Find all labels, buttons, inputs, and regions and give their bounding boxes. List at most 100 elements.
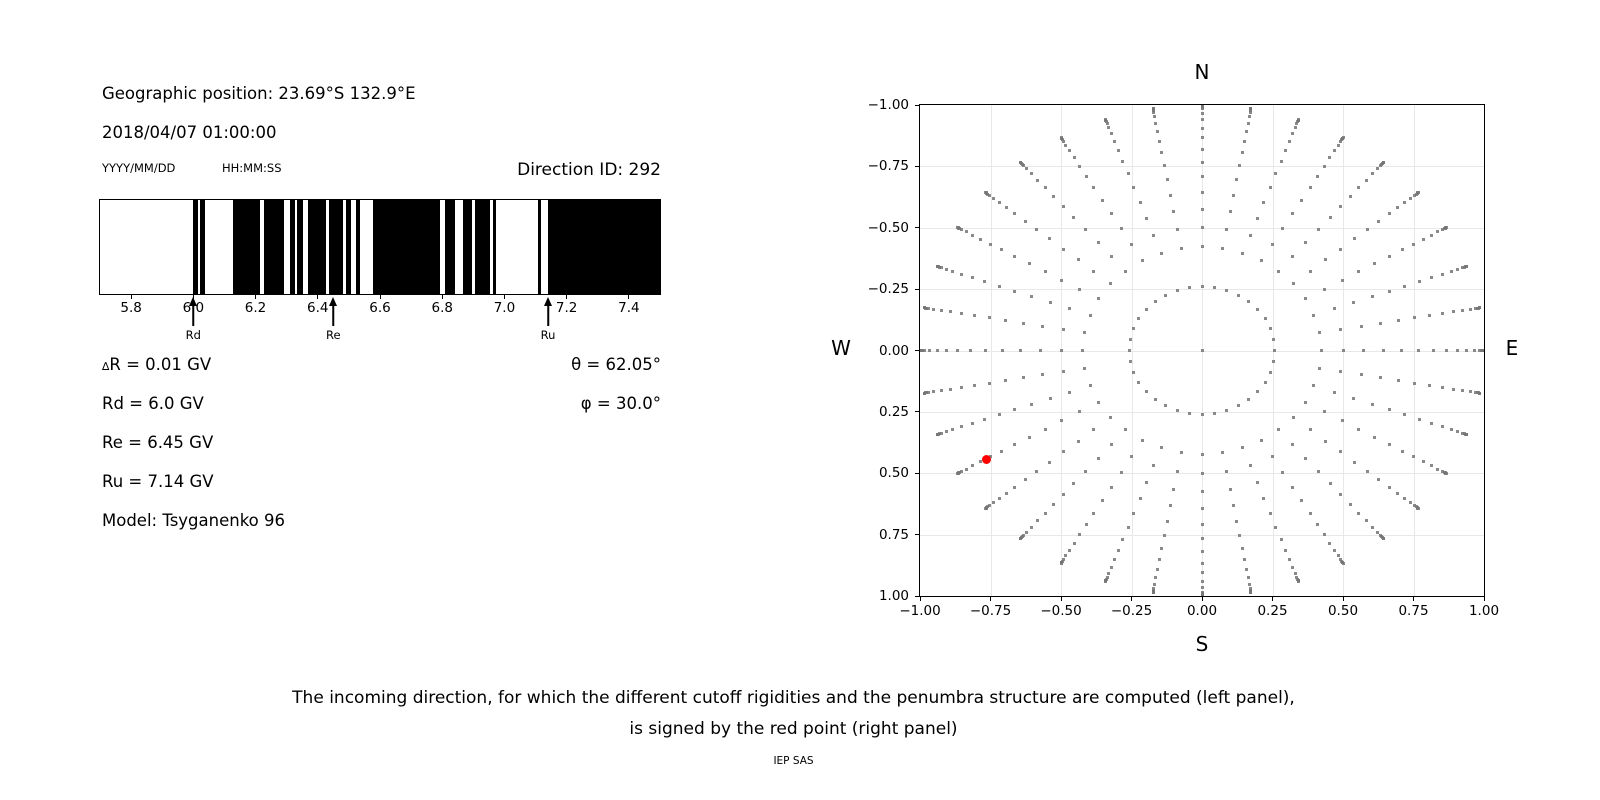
- scatter-x-tick-label: −0.25: [1110, 603, 1153, 619]
- direction-dot: [1427, 383, 1431, 387]
- direction-dot: [959, 228, 963, 232]
- direction-dot: [1291, 443, 1295, 447]
- scatter-y-tick: [915, 472, 919, 474]
- direction-dot: [1396, 205, 1400, 209]
- direction-dot: [1154, 121, 1158, 125]
- penumbra-band: [297, 200, 303, 294]
- direction-dot: [1043, 186, 1047, 190]
- penumbra-x-tick-label: 7.0: [493, 300, 516, 316]
- scatter-x-tick: [1131, 597, 1132, 601]
- direction-dot: [1293, 126, 1297, 130]
- penumbra-x-tick: [130, 295, 132, 299]
- direction-dot-ring: [1127, 349, 1131, 352]
- direction-dot: [959, 385, 963, 389]
- direction-dot: [1316, 174, 1319, 178]
- direction-dot: [1456, 430, 1460, 434]
- scatter-y-tick: [915, 165, 919, 167]
- direction-dot: [951, 270, 955, 274]
- direction-dot: [1156, 568, 1160, 572]
- direction-dot: [1061, 370, 1065, 374]
- direction-dot: [1364, 519, 1368, 523]
- direction-dot: [1041, 373, 1045, 377]
- direction-dot: [1328, 156, 1332, 160]
- scatter-y-tick-label: 1.00: [878, 588, 909, 604]
- credit-text: IEP SAS: [773, 755, 814, 767]
- direction-dot: [1200, 126, 1204, 130]
- direction-dot: [1353, 460, 1357, 464]
- direction-dot: [1322, 164, 1326, 168]
- direction-dot: [1140, 259, 1144, 263]
- direction-dot: [1059, 561, 1063, 565]
- direction-dot: [1478, 349, 1482, 352]
- direction-dot: [1287, 139, 1291, 143]
- scatter-x-tick: [1201, 597, 1203, 601]
- direction-dot: [1357, 186, 1361, 190]
- direction-dot-ring: [1236, 293, 1240, 297]
- direction-dot: [1403, 200, 1407, 204]
- direction-dot: [1238, 534, 1241, 538]
- direction-dot: [1068, 390, 1071, 394]
- direction-dot: [1013, 212, 1017, 216]
- direction-dot: [1284, 548, 1288, 552]
- direction-dot: [1332, 548, 1336, 552]
- direction-dot: [1387, 289, 1391, 293]
- scatter-x-tick-label: 0.25: [1257, 603, 1288, 619]
- direction-dot-ring: [1272, 360, 1276, 364]
- direction-dot: [1328, 216, 1332, 220]
- direction-dot: [1255, 481, 1259, 485]
- direction-dot: [935, 349, 939, 352]
- direction-dot: [1043, 427, 1047, 431]
- direction-dot: [1413, 316, 1417, 320]
- direction-dot: [1179, 246, 1183, 250]
- direction-dot: [997, 413, 1001, 417]
- direction-dot: [1061, 493, 1065, 497]
- penumbra-band: [548, 200, 660, 294]
- direction-dot: [1200, 147, 1204, 151]
- direction-dot: [1027, 435, 1031, 439]
- direction-dot: [1200, 118, 1204, 122]
- direction-dot: [956, 349, 960, 352]
- direction-dot: [1241, 446, 1245, 450]
- direction-dot: [1200, 522, 1204, 526]
- direction-dot: [1030, 525, 1034, 529]
- direction-dot: [1153, 115, 1157, 119]
- scatter-y-tick: [915, 595, 919, 597]
- direction-dot: [1013, 443, 1017, 447]
- direction-dot: [1096, 456, 1100, 460]
- direction-dot: [939, 308, 943, 312]
- direction-dot-ring: [1137, 380, 1141, 384]
- direction-dot: [1417, 280, 1421, 284]
- direction-dot: [1296, 579, 1300, 583]
- direction-dot: [1047, 460, 1051, 464]
- direction-dot: [1043, 270, 1047, 274]
- direction-dot: [922, 391, 926, 395]
- direction-dot: [1295, 121, 1299, 125]
- direction-dot: [960, 272, 964, 276]
- penumbra-x-tick: [379, 295, 381, 299]
- direction-dot: [1088, 384, 1092, 388]
- direction-dot-ring: [1225, 289, 1229, 293]
- direction-dot: [927, 390, 930, 394]
- penumbra-band: [372, 200, 441, 294]
- direction-dot: [1312, 384, 1316, 388]
- direction-dot: [1340, 419, 1344, 423]
- direction-dot: [1468, 307, 1472, 311]
- direction-dot: [1083, 469, 1087, 473]
- grid-line-vertical: [1272, 105, 1274, 596]
- direction-dot: [1377, 478, 1381, 482]
- direction-dot: [984, 506, 988, 510]
- direction-dot: [1449, 427, 1453, 431]
- penumbra-x-tick-label: 6.4: [307, 300, 329, 316]
- direction-dot: [1001, 349, 1005, 352]
- direction-dot: [948, 310, 952, 314]
- direction-dot: [1224, 228, 1228, 232]
- direction-dot: [1113, 558, 1117, 562]
- direction-dot: [1427, 314, 1431, 318]
- direction-dot: [1238, 163, 1241, 167]
- direction-dot: [1200, 452, 1204, 456]
- direction-dot: [1092, 186, 1096, 190]
- direction-dot: [1452, 387, 1456, 391]
- direction-dot: [1365, 228, 1369, 232]
- direction-dot: [1200, 590, 1204, 594]
- direction-dot: [1107, 126, 1111, 130]
